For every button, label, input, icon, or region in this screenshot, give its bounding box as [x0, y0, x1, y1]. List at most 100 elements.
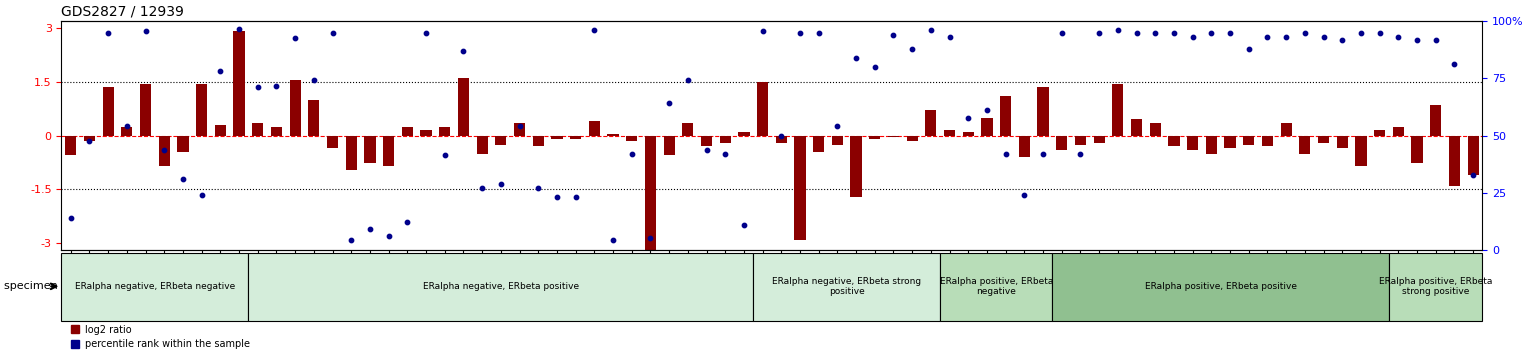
Bar — [626, 136, 637, 141]
Bar — [570, 136, 581, 139]
Text: GDS2827 / 12939: GDS2827 / 12939 — [61, 4, 185, 18]
Bar — [234, 32, 244, 136]
Bar — [196, 84, 208, 136]
Point — [843, 56, 868, 61]
Bar — [1337, 136, 1348, 148]
Point — [601, 237, 625, 242]
Point — [1386, 34, 1410, 40]
Point — [1236, 47, 1261, 52]
Point — [264, 84, 289, 89]
FancyBboxPatch shape — [61, 253, 249, 321]
Point — [918, 27, 943, 33]
Bar — [270, 127, 283, 136]
Bar — [906, 136, 918, 141]
Bar — [66, 136, 76, 155]
Point — [208, 68, 232, 74]
Point — [1068, 151, 1093, 156]
Point — [1329, 38, 1354, 43]
Bar — [121, 127, 133, 136]
Bar — [215, 125, 226, 136]
Point — [750, 28, 775, 34]
Point — [582, 27, 607, 33]
Bar — [1112, 84, 1123, 136]
Point — [226, 26, 251, 32]
Point — [639, 235, 663, 241]
Point — [1106, 27, 1131, 33]
FancyBboxPatch shape — [1389, 253, 1482, 321]
Bar — [177, 136, 188, 152]
Point — [807, 30, 831, 36]
Bar — [963, 132, 973, 136]
Point — [451, 48, 475, 54]
Point — [321, 30, 345, 36]
FancyBboxPatch shape — [940, 253, 1053, 321]
Point — [1199, 30, 1224, 36]
Point — [1254, 34, 1279, 40]
Point — [1274, 34, 1299, 40]
Bar — [831, 136, 843, 144]
Point — [526, 185, 550, 190]
Point — [396, 219, 420, 224]
Point — [1012, 192, 1036, 198]
Point — [376, 233, 400, 239]
Bar — [1074, 136, 1086, 144]
Bar — [289, 80, 301, 136]
Point — [694, 147, 718, 153]
Point — [1161, 30, 1186, 36]
Point — [283, 35, 307, 41]
Point — [714, 151, 738, 156]
Bar — [1019, 136, 1030, 157]
Text: ERalpha positive, ERbeta
negative: ERalpha positive, ERbeta negative — [940, 276, 1053, 296]
Point — [489, 181, 513, 187]
Bar — [1430, 105, 1441, 136]
Point — [1218, 30, 1242, 36]
FancyBboxPatch shape — [1053, 253, 1389, 321]
Point — [1086, 30, 1111, 36]
Point — [975, 108, 999, 113]
Bar — [1319, 136, 1329, 143]
Bar — [999, 96, 1012, 136]
Point — [133, 28, 157, 34]
Bar — [477, 136, 487, 154]
Bar — [420, 130, 431, 136]
Bar — [102, 87, 113, 136]
Bar — [701, 136, 712, 146]
Bar — [458, 78, 469, 136]
Bar — [720, 136, 730, 143]
Bar — [1224, 136, 1236, 148]
Point — [58, 215, 83, 221]
Bar — [588, 121, 601, 136]
Text: specimen: specimen — [5, 281, 61, 291]
Bar — [1206, 136, 1216, 154]
Point — [151, 147, 176, 153]
Point — [358, 226, 382, 232]
Bar — [384, 136, 394, 166]
Bar — [1392, 127, 1404, 136]
Point — [657, 101, 681, 106]
Bar — [1280, 123, 1291, 136]
Bar — [944, 130, 955, 136]
Point — [882, 32, 906, 38]
Point — [189, 192, 214, 198]
Bar — [645, 136, 656, 283]
Point — [825, 123, 850, 129]
Text: ERalpha negative, ERbeta strong
positive: ERalpha negative, ERbeta strong positive — [772, 276, 921, 296]
Point — [1031, 151, 1056, 156]
FancyBboxPatch shape — [753, 253, 940, 321]
Bar — [495, 136, 506, 144]
Point — [246, 84, 270, 90]
Bar — [1374, 130, 1386, 136]
Legend: log2 ratio, percentile rank within the sample: log2 ratio, percentile rank within the s… — [66, 321, 254, 353]
Point — [1293, 30, 1317, 36]
Text: ERalpha negative, ERbeta negative: ERalpha negative, ERbeta negative — [75, 282, 235, 291]
Bar — [327, 136, 338, 148]
Bar — [84, 136, 95, 141]
Point — [115, 123, 139, 129]
Bar — [345, 136, 358, 170]
Point — [171, 176, 196, 182]
Point — [788, 30, 813, 36]
Bar — [1299, 136, 1311, 154]
Point — [675, 77, 700, 83]
Bar — [608, 134, 619, 136]
Bar — [159, 136, 170, 166]
